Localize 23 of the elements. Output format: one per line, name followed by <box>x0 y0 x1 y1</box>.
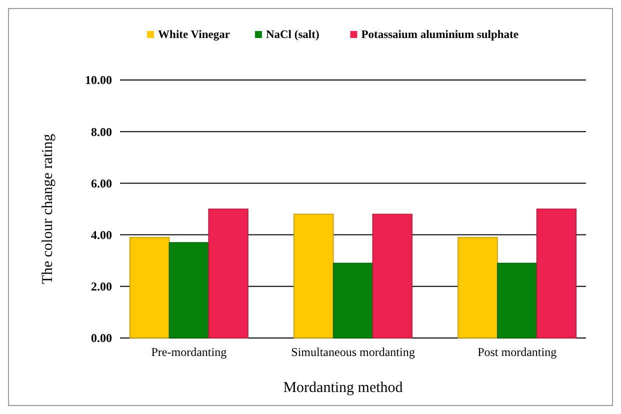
x-axis-title: Mordanting method <box>283 380 404 396</box>
bar <box>208 208 248 338</box>
bar <box>496 262 538 338</box>
bar <box>294 214 334 338</box>
y-tick-label: 2.00 <box>91 280 112 294</box>
y-tick-label: 0.00 <box>91 331 112 346</box>
legend-label: White Vinegar <box>158 29 230 41</box>
y-tick-label: 4.00 <box>91 228 112 242</box>
bar <box>129 236 170 338</box>
x-tick-label: Pre-mordanting <box>151 345 227 359</box>
legend-label: NaCl (salt) <box>266 29 320 41</box>
x-tick-label: Simultaneous mordanting <box>291 345 415 359</box>
bar <box>168 242 210 338</box>
legend-label: Potassaium aluminium sulphate <box>361 29 518 41</box>
y-axis-title: The colour change rating <box>40 133 56 284</box>
bar <box>458 236 498 338</box>
bar <box>332 262 374 338</box>
y-tick-label: 10.00 <box>85 73 112 88</box>
y-tick-label: 6.00 <box>91 176 112 190</box>
bar <box>372 214 412 338</box>
x-tick-label: Post mordanting <box>478 345 557 359</box>
bar <box>536 208 577 338</box>
y-tick-label: 8.00 <box>91 124 112 139</box>
